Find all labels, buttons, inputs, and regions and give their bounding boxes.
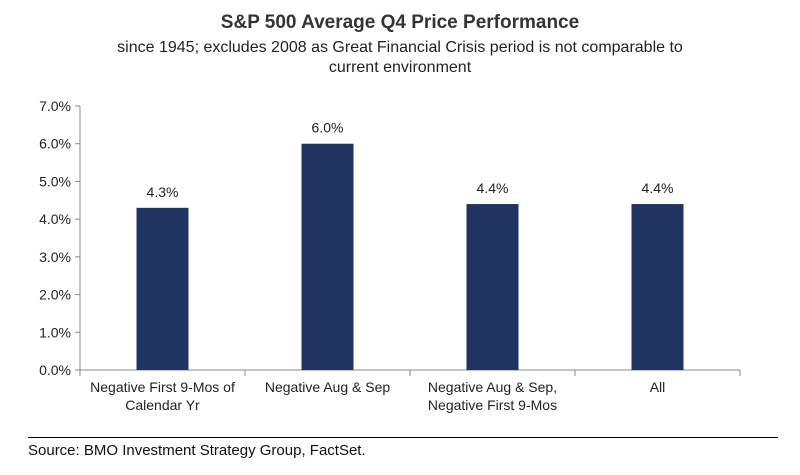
data-label: 4.3%: [147, 184, 179, 200]
x-category-label: Negative First 9-Mos: [428, 397, 557, 413]
x-category-label: All: [650, 379, 666, 395]
bar: [301, 143, 354, 370]
bar: [631, 204, 684, 370]
data-label: 4.4%: [642, 180, 674, 196]
bar: [136, 207, 189, 370]
x-category-label: Negative Aug & Sep: [265, 379, 391, 395]
subtitle-line-2: current environment: [328, 59, 472, 76]
x-category-label: Negative First 9-Mos of: [90, 379, 235, 395]
y-tick-label: 2.0%: [39, 287, 71, 303]
y-tick-label: 0.0%: [39, 362, 71, 378]
x-category-label: Negative Aug & Sep,: [428, 379, 557, 395]
y-tick-label: 7.0%: [39, 98, 71, 114]
footer-divider: [28, 437, 778, 438]
y-tick-label: 6.0%: [39, 136, 71, 152]
chart-title: S&P 500 Average Q4 Price Performance: [220, 12, 580, 33]
y-tick-label: 4.0%: [39, 211, 71, 227]
y-tick-label: 1.0%: [39, 324, 71, 340]
source-note: Source: BMO Investment Strategy Group, F…: [28, 442, 366, 459]
x-category-label: Calendar Yr: [125, 397, 200, 413]
chart-subtitle: since 1945; excludes 2008 as Great Finan…: [90, 38, 710, 78]
data-label: 6.0%: [312, 120, 344, 136]
y-tick-label: 3.0%: [39, 249, 71, 265]
y-tick-label: 5.0%: [39, 173, 71, 189]
data-label: 4.4%: [477, 180, 509, 196]
subtitle-line-1: since 1945; excludes 2008 as Great Finan…: [117, 39, 683, 56]
bar: [466, 204, 519, 370]
